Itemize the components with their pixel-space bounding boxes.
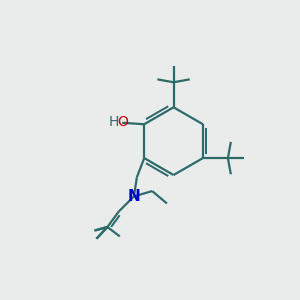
Text: O: O — [117, 115, 128, 129]
Text: N: N — [128, 189, 140, 204]
Text: H: H — [109, 115, 119, 129]
